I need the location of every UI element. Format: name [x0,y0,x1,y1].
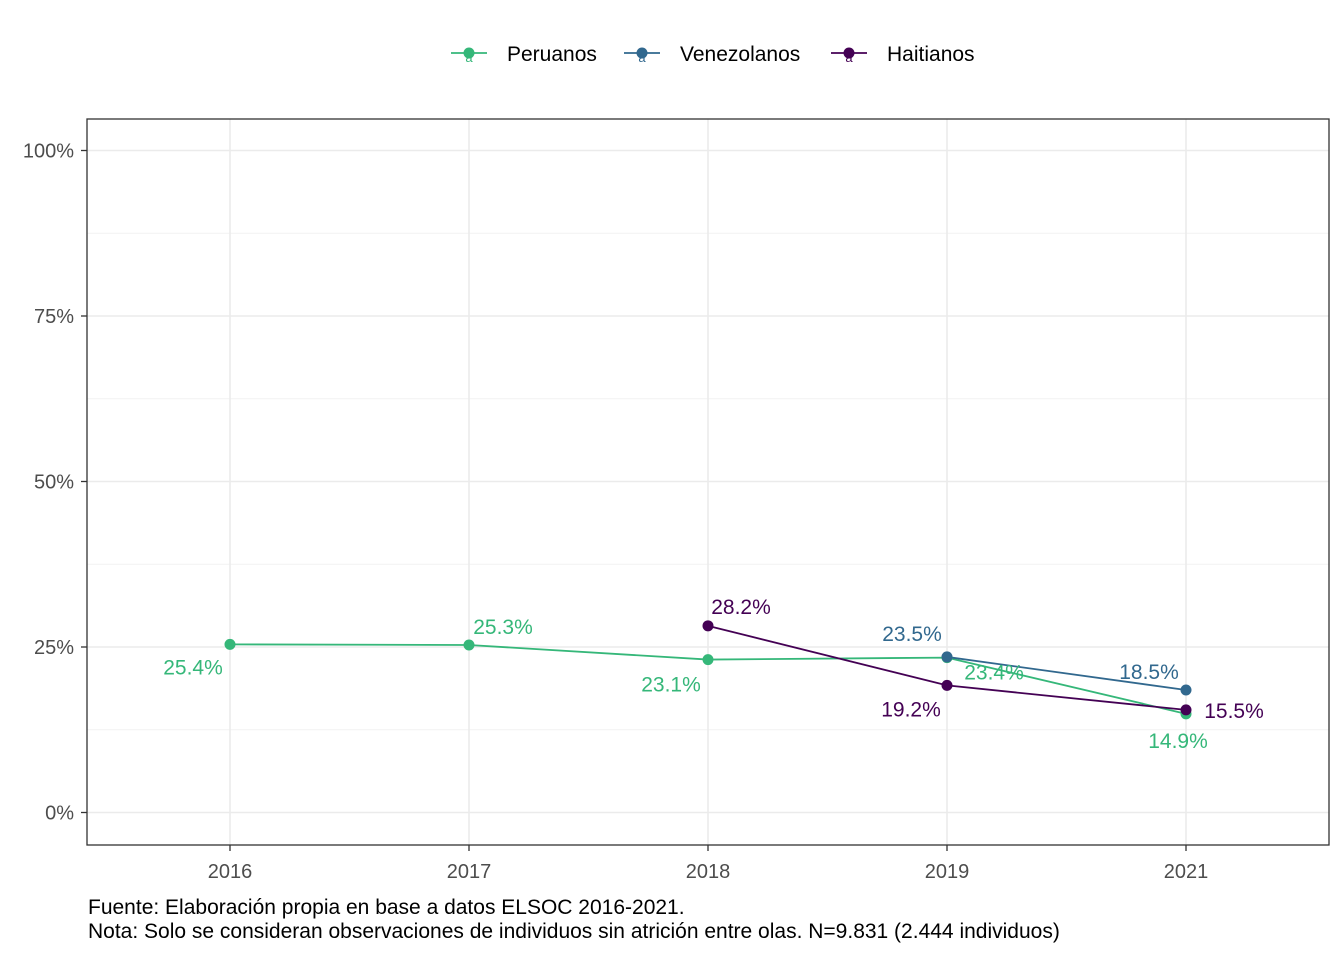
legend-item-venezolanos: a Venezolanos [624,43,800,66]
data-label: 18.5% [1119,661,1179,684]
legend-key-glyph: a [465,50,473,65]
legend-key-point [636,47,648,59]
x-tick-label: 2018 [686,861,731,883]
data-label: 14.9% [1148,730,1208,753]
data-label: 23.1% [641,674,701,697]
legend-item-peruanos: a Peruanos [451,43,597,66]
x-tick-label: 2016 [208,861,253,883]
y-tick-label: 0% [45,803,74,825]
data-label: 19.2% [881,698,941,721]
data-label: 23.5% [882,623,942,646]
data-label: 15.5% [1204,700,1264,723]
y-tick-label: 100% [23,141,74,163]
legend: a Peruanos a Venezolanos a Haitianos [451,43,975,66]
data-point-haitianos [941,679,953,691]
data-point-peruanos [463,639,475,651]
data-point-haitianos [702,620,714,632]
data-labels: 25.4% 25.3% 23.1% 23.4% 14.9% 23.5% 18.5% 28.2%… [163,596,1264,753]
data-label: 28.2% [711,596,771,619]
legend-key-glyph: a [638,50,646,65]
data-point-peruanos [702,654,714,666]
legend-item-haitianos: a Haitianos [831,43,975,66]
data-point-venezolanos [941,651,953,663]
data-label: 25.3% [473,616,533,639]
legend-label: Peruanos [507,43,597,66]
data-label: 25.4% [163,656,223,679]
legend-key-point [463,47,475,59]
caption: Fuente: Elaboración propia en base a dat… [88,896,1060,944]
legend-label: Venezolanos [680,43,800,66]
y-tick-label: 25% [34,637,74,659]
data-point-peruanos [224,638,236,650]
caption-note: Nota: Solo se consideran observaciones d… [88,920,1060,943]
legend-key-point [843,47,855,59]
y-tick-label: 50% [34,472,74,494]
grid [87,119,1329,845]
series-points [224,620,1192,720]
y-axis: 0% 25% 50% 75% 100% [23,141,87,825]
caption-source: Fuente: Elaboración propia en base a dat… [88,896,685,919]
x-tick-label: 2019 [925,861,970,883]
y-tick-label: 75% [34,306,74,328]
data-point-venezolanos [1180,684,1192,696]
data-label: 23.4% [964,662,1024,685]
x-axis: 2016 2017 2018 2019 2021 [208,845,1209,883]
x-tick-label: 2021 [1164,861,1209,883]
legend-key-glyph: a [845,50,853,65]
series-line-venezolanos [946,656,1187,691]
legend-label: Haitianos [887,43,975,66]
x-tick-label: 2017 [447,861,492,883]
data-point-haitianos [1180,704,1192,716]
